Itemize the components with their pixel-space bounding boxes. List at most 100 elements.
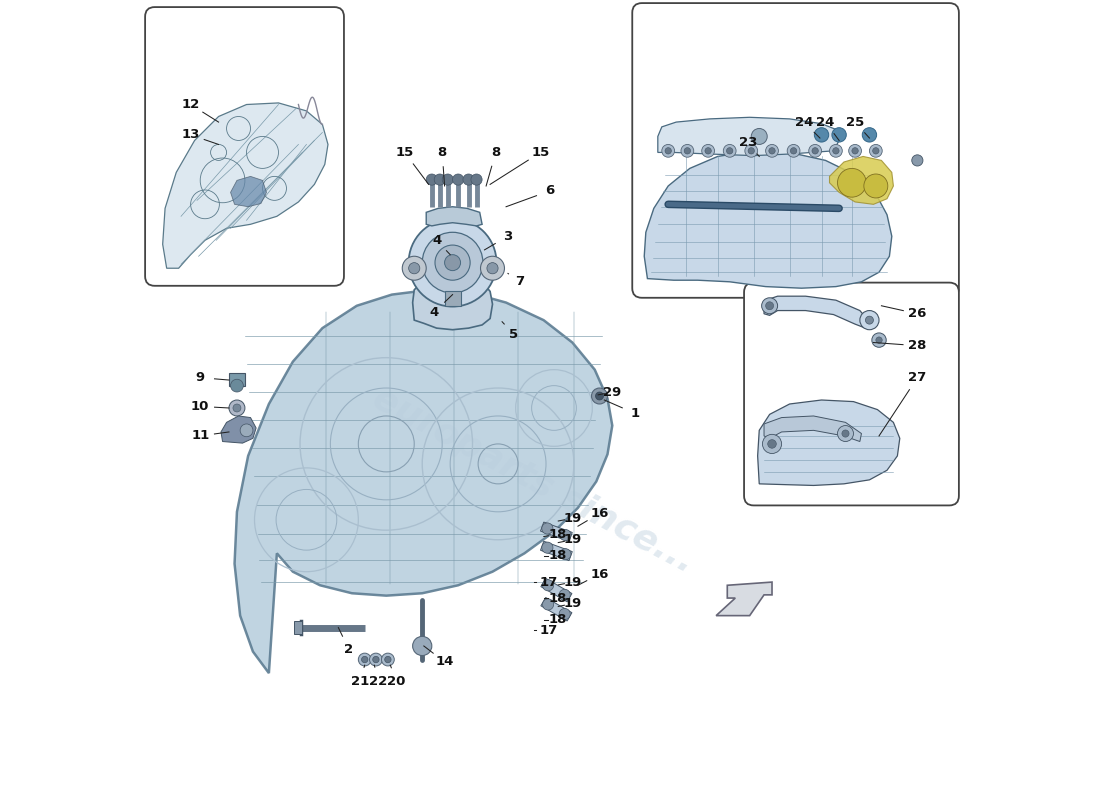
Circle shape	[872, 333, 887, 347]
Polygon shape	[764, 416, 861, 442]
Circle shape	[726, 148, 733, 154]
Circle shape	[373, 656, 380, 662]
Circle shape	[240, 424, 253, 437]
Polygon shape	[758, 400, 900, 486]
Circle shape	[837, 169, 867, 197]
Text: 2: 2	[344, 642, 353, 656]
Circle shape	[560, 549, 571, 560]
Text: 24: 24	[795, 115, 813, 129]
Text: 16: 16	[591, 507, 608, 520]
Circle shape	[542, 523, 553, 534]
Circle shape	[808, 145, 822, 158]
Circle shape	[869, 145, 882, 158]
Circle shape	[231, 379, 243, 392]
Circle shape	[559, 609, 570, 620]
Text: 6: 6	[546, 184, 554, 198]
Polygon shape	[541, 598, 572, 621]
Circle shape	[229, 400, 245, 416]
Text: 28: 28	[909, 339, 926, 352]
Polygon shape	[426, 206, 482, 226]
Circle shape	[382, 653, 394, 666]
Circle shape	[862, 128, 877, 142]
Text: 29: 29	[603, 386, 622, 398]
Circle shape	[452, 174, 464, 185]
Circle shape	[662, 145, 674, 158]
Text: 11: 11	[191, 430, 209, 442]
Polygon shape	[412, 274, 493, 330]
Polygon shape	[163, 103, 328, 268]
Circle shape	[702, 145, 715, 158]
Circle shape	[724, 145, 736, 158]
Polygon shape	[764, 296, 869, 328]
FancyBboxPatch shape	[744, 282, 959, 506]
Circle shape	[434, 245, 470, 280]
Bar	[229, 373, 245, 386]
Circle shape	[408, 262, 420, 274]
Circle shape	[233, 404, 241, 412]
Circle shape	[370, 653, 383, 666]
Circle shape	[463, 174, 474, 185]
Circle shape	[829, 145, 843, 158]
Polygon shape	[645, 151, 892, 288]
Circle shape	[442, 174, 453, 185]
Bar	[444, 291, 461, 306]
Circle shape	[872, 148, 879, 154]
Polygon shape	[716, 582, 772, 616]
Circle shape	[837, 426, 854, 442]
Text: 15: 15	[531, 146, 550, 159]
Text: 18: 18	[549, 613, 568, 626]
Text: 17: 17	[539, 575, 558, 589]
Polygon shape	[221, 416, 256, 443]
Text: 15: 15	[396, 146, 414, 159]
Text: 19: 19	[563, 575, 582, 589]
Text: 7: 7	[515, 275, 525, 288]
Circle shape	[422, 232, 483, 293]
Text: 4: 4	[432, 234, 441, 246]
Circle shape	[408, 218, 496, 306]
Circle shape	[487, 262, 498, 274]
Circle shape	[748, 148, 755, 154]
Polygon shape	[234, 290, 613, 673]
Circle shape	[542, 580, 553, 591]
Circle shape	[766, 302, 773, 310]
FancyBboxPatch shape	[632, 3, 959, 298]
Circle shape	[851, 148, 858, 154]
Circle shape	[751, 129, 767, 145]
Text: 3: 3	[503, 230, 513, 242]
Text: 10: 10	[191, 400, 209, 413]
Text: 27: 27	[909, 371, 926, 384]
Text: 17: 17	[539, 623, 558, 637]
Polygon shape	[540, 542, 572, 561]
Circle shape	[761, 298, 778, 314]
Circle shape	[559, 590, 570, 601]
Circle shape	[842, 430, 849, 437]
Polygon shape	[541, 578, 572, 602]
Text: 1: 1	[631, 407, 640, 420]
Circle shape	[434, 174, 446, 185]
Circle shape	[542, 542, 553, 554]
Circle shape	[788, 145, 800, 158]
Text: 4: 4	[430, 306, 439, 318]
Text: 8: 8	[491, 146, 501, 159]
Polygon shape	[829, 157, 893, 204]
Text: 19: 19	[563, 512, 582, 525]
Polygon shape	[231, 176, 266, 206]
Text: 19: 19	[563, 597, 582, 610]
Text: 9: 9	[196, 371, 205, 384]
Circle shape	[385, 656, 392, 662]
Circle shape	[768, 440, 777, 448]
Text: 8: 8	[438, 146, 447, 159]
Circle shape	[362, 656, 367, 662]
Text: 24: 24	[816, 115, 835, 129]
Circle shape	[471, 174, 482, 185]
Text: 26: 26	[909, 307, 926, 320]
Circle shape	[705, 148, 712, 154]
Text: 12: 12	[182, 98, 200, 111]
Circle shape	[832, 128, 846, 142]
Circle shape	[412, 636, 432, 655]
Circle shape	[403, 256, 426, 280]
Text: 5: 5	[509, 328, 518, 341]
Text: 25: 25	[846, 115, 865, 129]
Text: 14: 14	[436, 655, 454, 669]
Text: 20: 20	[387, 674, 406, 688]
